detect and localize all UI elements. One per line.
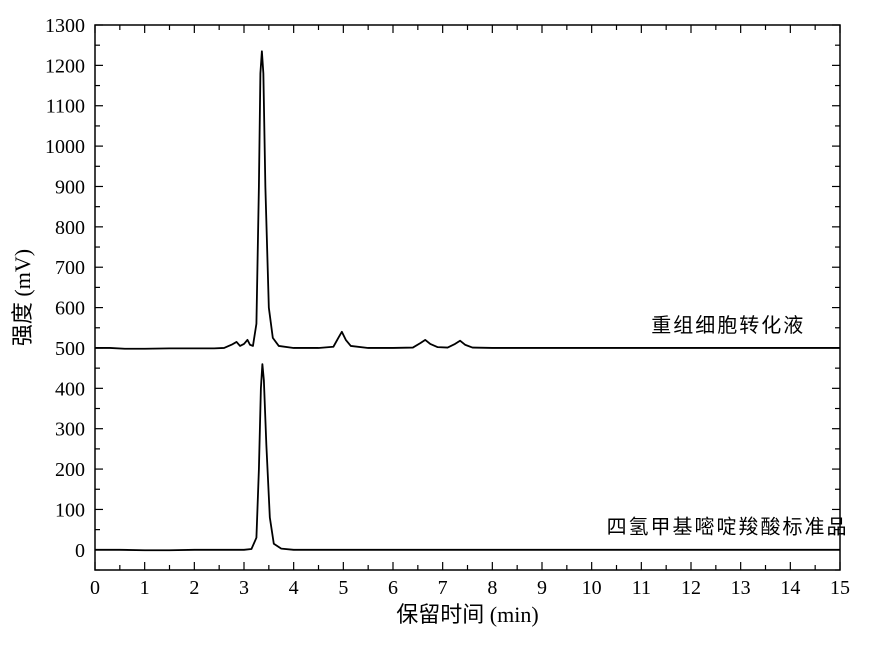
y-tick-label: 1300 [45,15,85,37]
y-tick-label: 1000 [45,136,85,158]
x-tick-label: 3 [239,577,249,599]
x-tick-label: 2 [189,577,199,599]
x-tick-label: 10 [582,577,602,599]
plot-frame [95,25,840,570]
x-tick-label: 4 [289,577,299,599]
x-tick-label: 12 [681,577,701,599]
x-tick-label: 8 [487,577,497,599]
x-tick-label: 9 [537,577,547,599]
x-tick-label: 6 [388,577,398,599]
y-tick-label: 1200 [45,55,85,77]
y-tick-label: 200 [55,459,85,481]
y-tick-label: 100 [55,499,85,521]
x-tick-label: 14 [780,577,800,599]
y-tick-labels: 0 100 200 300 400 500 600 700 800 900 1000 1100 1200… [45,15,85,562]
trace-label-upper: 重组细胞转化液 [651,314,805,337]
y-tick-label: 800 [55,217,85,239]
y-tick-label: 1100 [46,96,85,118]
y-tick-label: 600 [55,298,85,320]
x-tick-label: 7 [438,577,448,599]
y-tick-label: 300 [55,419,85,441]
y-tick-label: 0 [75,540,85,562]
x-tick-label: 11 [632,577,651,599]
x-tick-label: 1 [140,577,150,599]
y-tick-label: 900 [55,176,85,198]
y-axis-label: 强度 (mV) [10,249,35,346]
x-tick-label: 13 [731,577,751,599]
chromatogram-chart: 0123456789101112131415010020030040050060… [0,0,886,650]
x-tick-label: 5 [338,577,348,599]
x-tick-label: 15 [830,577,850,599]
y-tick-label: 400 [55,378,85,400]
chart-container: { "canvas": { "width": 886, "height": 65… [0,0,886,650]
y-tick-label: 500 [55,338,85,360]
x-tick-label: 0 [90,577,100,599]
x-axis-label: 保留时间 (min) [396,602,538,627]
y-tick-label: 700 [55,257,85,279]
trace-label-lower: 四氢甲基嘧啶羧酸标准品 [607,516,849,539]
x-tick-labels: 0123456789101112131415 [90,577,850,599]
